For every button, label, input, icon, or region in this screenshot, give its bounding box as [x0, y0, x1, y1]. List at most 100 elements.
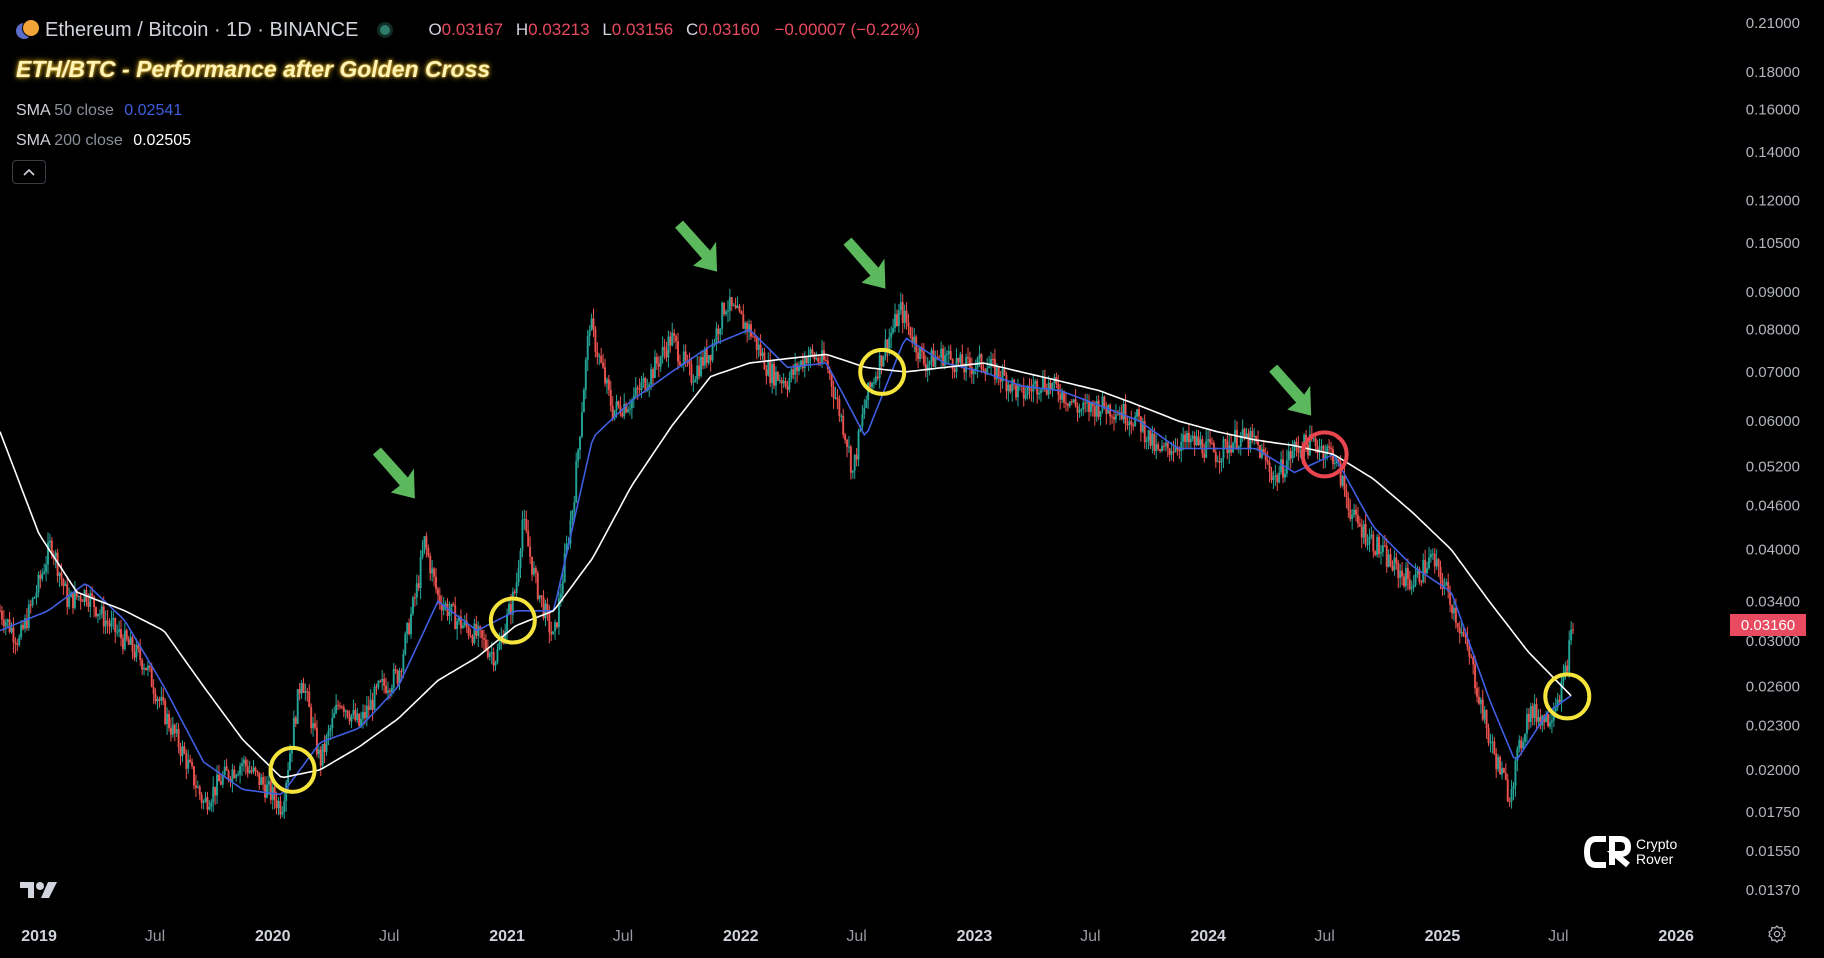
candle-body	[980, 354, 983, 369]
candle-body	[458, 616, 461, 622]
candle-body	[828, 369, 831, 375]
candle-body	[940, 348, 943, 358]
tradingview-logo-icon[interactable]	[20, 880, 58, 900]
candle-body	[546, 603, 549, 612]
candle-body	[77, 595, 80, 597]
candle-body	[684, 351, 687, 361]
candle-body	[8, 619, 11, 632]
candle-body	[1412, 585, 1415, 588]
candle-body	[1045, 389, 1048, 395]
candle-body	[830, 374, 833, 388]
candle-body	[265, 784, 268, 798]
candle-body	[1314, 438, 1317, 447]
candle-body	[454, 605, 457, 630]
candle-body	[473, 623, 476, 644]
candle-body	[1278, 472, 1281, 483]
candle-body	[340, 706, 343, 708]
candle-body	[928, 361, 931, 366]
candle-body	[214, 786, 217, 796]
candle-body	[298, 689, 301, 694]
candle-body	[1153, 433, 1156, 451]
candle-body	[1383, 545, 1386, 547]
candle-body	[150, 667, 153, 688]
candle-body	[1011, 379, 1014, 392]
candle-body	[1232, 442, 1235, 453]
candle-body	[1426, 568, 1429, 574]
symbol-title[interactable]: Ethereum / Bitcoin · 1D · BINANCE	[45, 18, 359, 41]
candle-body	[1191, 435, 1194, 439]
candle-body	[267, 781, 270, 785]
candle-body	[1387, 554, 1390, 567]
candle-body	[221, 774, 224, 785]
candle-body	[1136, 409, 1139, 417]
sma50-value: 0.02541	[124, 102, 183, 119]
candle-body	[698, 365, 701, 377]
candle-body	[1105, 407, 1108, 414]
candle-body	[776, 371, 779, 381]
candle-body	[721, 302, 724, 329]
candle-body	[580, 412, 583, 437]
candle-body	[492, 652, 495, 666]
candle-body	[1095, 400, 1098, 417]
candle-body	[1374, 551, 1377, 556]
candle-body	[173, 724, 176, 734]
candle-body	[1470, 656, 1473, 658]
candle-body	[160, 696, 163, 701]
annotation-arrow	[675, 220, 718, 272]
candle-body	[41, 573, 44, 579]
candle-body	[995, 366, 998, 380]
candle-body	[942, 348, 945, 366]
sma50-legend[interactable]: SMA 50 close 0.02541	[16, 102, 182, 120]
candle-body	[388, 690, 391, 693]
sma200-legend[interactable]: SMA 200 close 0.02505	[16, 132, 191, 150]
candle-body	[48, 540, 51, 543]
candle-body	[1547, 714, 1550, 727]
candle-body	[1272, 476, 1275, 480]
candle-body	[1429, 554, 1432, 558]
candle-body	[356, 713, 359, 721]
candle-body	[60, 572, 63, 580]
candle-body	[1306, 444, 1309, 456]
candle-body	[1502, 768, 1505, 773]
candle-body	[963, 368, 966, 373]
candle-body	[849, 446, 852, 473]
candle-body	[717, 328, 720, 335]
golden-cross-circle	[858, 347, 907, 396]
candle-body	[335, 704, 338, 714]
candle-body	[337, 704, 340, 706]
candle-body	[481, 630, 484, 638]
candle-body	[1333, 463, 1336, 465]
candle-body	[22, 624, 25, 629]
candle-body	[513, 591, 516, 593]
candle-body	[294, 717, 297, 724]
sma50-params: 50 close	[54, 102, 114, 119]
candle-body	[790, 369, 793, 379]
candle-body	[1124, 403, 1127, 424]
candle-body	[264, 784, 267, 798]
candle-body	[62, 579, 65, 586]
candle-body	[832, 387, 835, 398]
candle-body	[571, 510, 574, 521]
candle-body	[1074, 399, 1077, 406]
candle-body	[605, 379, 608, 384]
candle-body	[788, 378, 791, 390]
chevron-up-icon	[23, 168, 35, 176]
candle-body	[970, 366, 973, 375]
candle-body	[1330, 447, 1333, 450]
candle-body	[1308, 434, 1311, 456]
candle-body	[1145, 440, 1148, 443]
candle-body	[1447, 581, 1450, 592]
collapse-legend-button[interactable]	[12, 160, 46, 184]
candle-body	[421, 550, 424, 558]
candle-body	[1178, 449, 1181, 452]
candle-body	[120, 629, 123, 639]
candle-body	[1347, 497, 1350, 510]
candle-body	[638, 388, 641, 391]
settings-gear-icon[interactable]	[1768, 925, 1786, 943]
candle-body	[932, 350, 935, 367]
candle-body	[300, 683, 303, 694]
candle-body	[809, 349, 812, 357]
candle-body	[225, 766, 228, 771]
candle-body	[45, 564, 48, 572]
